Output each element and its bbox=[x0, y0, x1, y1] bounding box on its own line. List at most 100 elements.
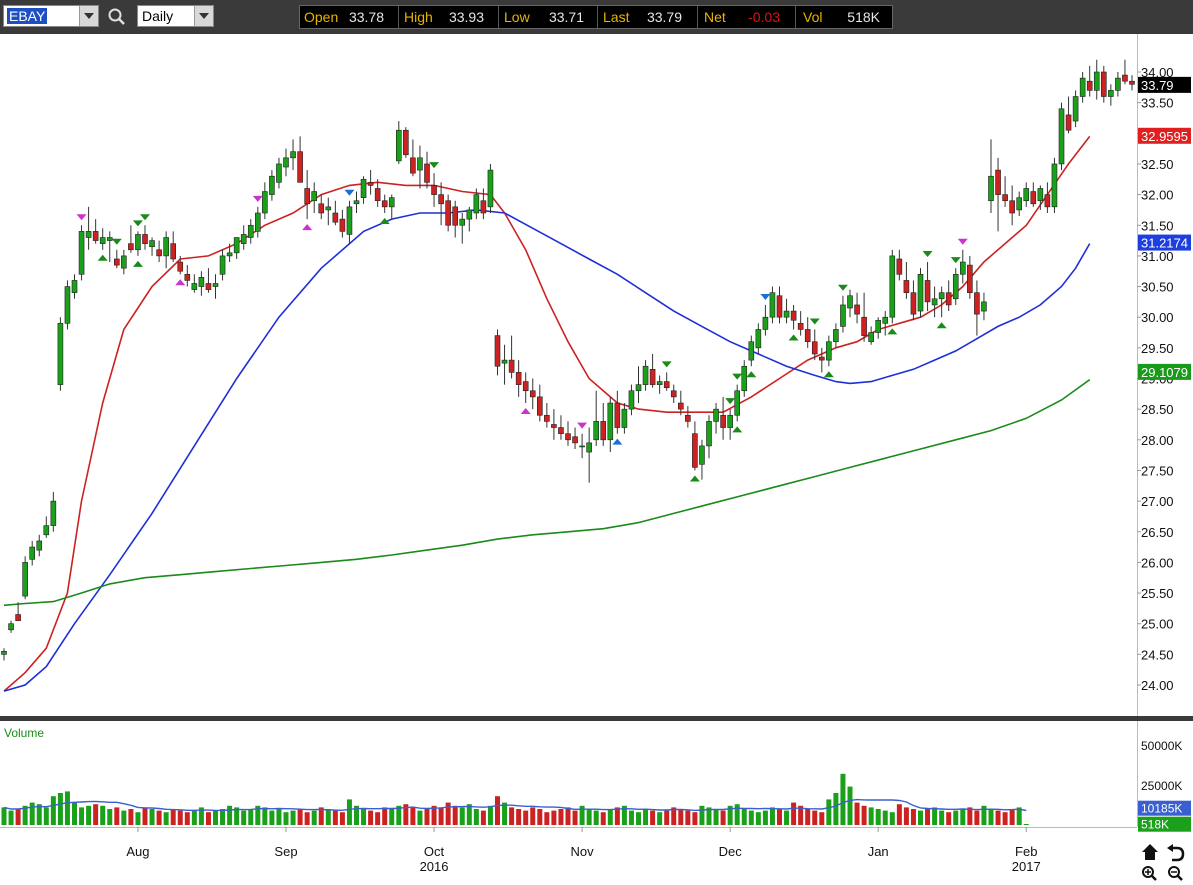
separator bbox=[398, 6, 399, 28]
moving-average-line-2 bbox=[3, 379, 1091, 607]
volume-bar bbox=[826, 799, 832, 825]
volume-bar bbox=[868, 807, 874, 825]
volume-bar bbox=[607, 809, 613, 825]
volume-bar bbox=[297, 809, 303, 825]
volume-bar bbox=[593, 810, 599, 825]
chevron-down-icon[interactable] bbox=[194, 6, 213, 26]
volume-bar bbox=[565, 807, 571, 825]
volume-bar bbox=[946, 812, 952, 825]
price-chart[interactable]: 24.00 24.50 25.00 25.50 26.00 26.50 27.00 27.50… bbox=[0, 34, 1193, 716]
zoom-in-icon[interactable] bbox=[1142, 866, 1157, 881]
candle bbox=[783, 298, 790, 324]
pivot-marker bbox=[97, 254, 108, 261]
candle bbox=[565, 421, 571, 446]
time-axis[interactable]: Aug Sep Oct Nov Dec Jan Feb 2016 2017 bbox=[126, 827, 1041, 874]
chevron-down-icon[interactable] bbox=[79, 6, 98, 26]
zoom-out-icon[interactable] bbox=[1168, 866, 1183, 881]
back-arrow-icon[interactable] bbox=[1167, 844, 1185, 862]
volume-bar bbox=[875, 809, 881, 825]
volume-bar bbox=[93, 804, 99, 825]
volume-bar bbox=[396, 805, 402, 825]
price-tick-label: 31.00 bbox=[1141, 249, 1174, 264]
candle bbox=[381, 194, 388, 213]
volume-title: Volume bbox=[4, 726, 44, 740]
candle bbox=[663, 372, 670, 391]
candle bbox=[628, 384, 635, 416]
volume-bar bbox=[205, 812, 211, 825]
year-label: 2016 bbox=[420, 859, 449, 874]
candle bbox=[1030, 182, 1037, 207]
volume-chart[interactable]: Volume 50000K 25000K 10185K 518K Aug Sep Oct N… bbox=[0, 721, 1193, 882]
symbol-value[interactable]: EBAY bbox=[7, 8, 48, 24]
candle bbox=[388, 194, 395, 220]
candle bbox=[995, 157, 1001, 232]
volume-bar bbox=[981, 805, 987, 825]
pivot-marker bbox=[957, 238, 968, 245]
volume-bar bbox=[382, 807, 388, 825]
candle bbox=[967, 255, 973, 299]
candle bbox=[50, 491, 57, 532]
volume-bar bbox=[833, 793, 839, 825]
price-tick-label: 30.00 bbox=[1141, 310, 1174, 325]
pivot-marker bbox=[936, 322, 947, 329]
pivot-marker bbox=[809, 318, 820, 325]
candle bbox=[818, 347, 825, 373]
candle bbox=[938, 286, 945, 318]
volume-bar bbox=[861, 805, 867, 825]
moving-average-line-1 bbox=[3, 209, 1091, 692]
nav-controls bbox=[1137, 840, 1193, 882]
pivot-markers bbox=[76, 162, 968, 482]
separator bbox=[597, 6, 598, 28]
pivot-marker bbox=[140, 214, 150, 221]
month-label: Nov bbox=[571, 844, 595, 859]
pivot-marker bbox=[429, 162, 440, 169]
search-icon[interactable] bbox=[107, 7, 127, 27]
volume-bar bbox=[487, 805, 493, 825]
candle bbox=[1, 648, 7, 661]
candle bbox=[1093, 59, 1100, 100]
volume-bar bbox=[664, 810, 670, 825]
volume-bar bbox=[819, 812, 825, 825]
candle bbox=[692, 421, 698, 471]
candle bbox=[903, 262, 910, 299]
volume-bar bbox=[283, 812, 289, 825]
volume-bar bbox=[685, 810, 691, 825]
candle bbox=[959, 249, 966, 284]
pivot-marker bbox=[379, 217, 390, 224]
volume-bar bbox=[466, 804, 472, 825]
candle bbox=[339, 209, 346, 238]
period-combo[interactable]: Daily bbox=[137, 5, 214, 27]
price-tick-label: 32.50 bbox=[1141, 157, 1174, 172]
volume-bar bbox=[262, 807, 268, 825]
net-value: -0.03 bbox=[748, 9, 780, 25]
volume-bar bbox=[600, 812, 606, 825]
candle bbox=[776, 286, 783, 324]
pivot-marker bbox=[725, 398, 736, 405]
volume-bar bbox=[706, 807, 712, 825]
volume-bar bbox=[325, 809, 331, 825]
volume-bar bbox=[417, 810, 423, 825]
volume-bar bbox=[798, 805, 804, 825]
month-label: Aug bbox=[126, 844, 149, 859]
home-icon[interactable] bbox=[1142, 844, 1158, 860]
candle bbox=[304, 170, 310, 220]
price-tick-label: 31.50 bbox=[1141, 218, 1174, 233]
candle bbox=[438, 182, 444, 226]
month-label: Dec bbox=[719, 844, 743, 859]
candle bbox=[170, 231, 176, 263]
volume-bar bbox=[939, 810, 945, 825]
period-value[interactable]: Daily bbox=[142, 8, 174, 24]
price-axis[interactable]: 24.00 24.50 25.00 25.50 26.00 26.50 27.00 27.50… bbox=[1137, 65, 1174, 693]
volume-bar bbox=[544, 812, 550, 825]
candle bbox=[424, 151, 430, 189]
pane-separator[interactable] bbox=[0, 716, 1193, 721]
symbol-combo[interactable]: EBAY bbox=[3, 5, 99, 27]
candle bbox=[1129, 75, 1135, 91]
candle bbox=[15, 602, 21, 621]
candle bbox=[529, 378, 536, 410]
high-value: 33.93 bbox=[448, 9, 484, 25]
volume-bar bbox=[72, 802, 77, 825]
price-tick-label: 25.00 bbox=[1141, 617, 1174, 632]
year-label: 2017 bbox=[1012, 859, 1041, 874]
volume-bar bbox=[755, 812, 761, 825]
